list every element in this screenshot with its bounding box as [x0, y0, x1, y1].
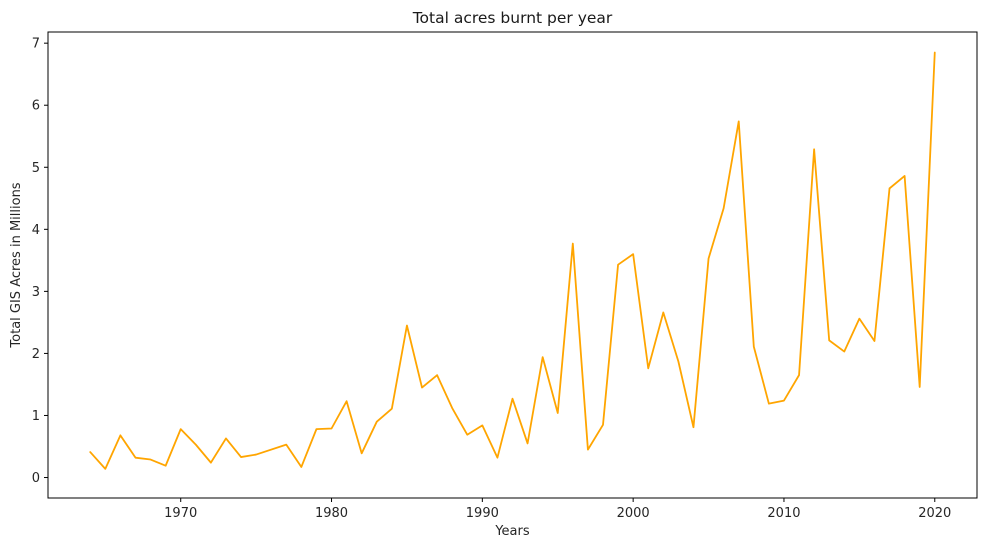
x-tick-label: 2000 — [617, 506, 650, 521]
y-tick-label: 5 — [32, 161, 40, 176]
x-axis-title: Years — [494, 524, 530, 539]
x-tick-label: 1980 — [315, 506, 348, 521]
y-tick-label: 4 — [32, 223, 40, 238]
y-tick-label: 3 — [32, 285, 40, 300]
x-axis: 1970 1980 1990 2000 2010 2020 — [164, 498, 951, 521]
x-tick-label: 2020 — [918, 506, 951, 521]
series-line — [89, 51, 936, 470]
y-tick-label: 2 — [32, 347, 40, 362]
x-tick-label: 2010 — [767, 506, 800, 521]
x-tick-label: 1990 — [466, 506, 499, 521]
y-axis-title: Total GIS Acres in Millions — [9, 182, 24, 348]
chart-title: Total acres burnt per year — [412, 9, 613, 27]
y-axis: 0 1 2 3 4 5 6 7 — [32, 37, 48, 486]
plot-area — [89, 51, 936, 470]
y-tick-label: 6 — [32, 99, 40, 114]
x-tick-label: 1970 — [164, 506, 197, 521]
y-tick-label: 0 — [32, 471, 40, 486]
y-tick-label: 1 — [32, 409, 40, 424]
plot-frame — [47, 31, 978, 499]
y-tick-label: 7 — [32, 37, 40, 52]
